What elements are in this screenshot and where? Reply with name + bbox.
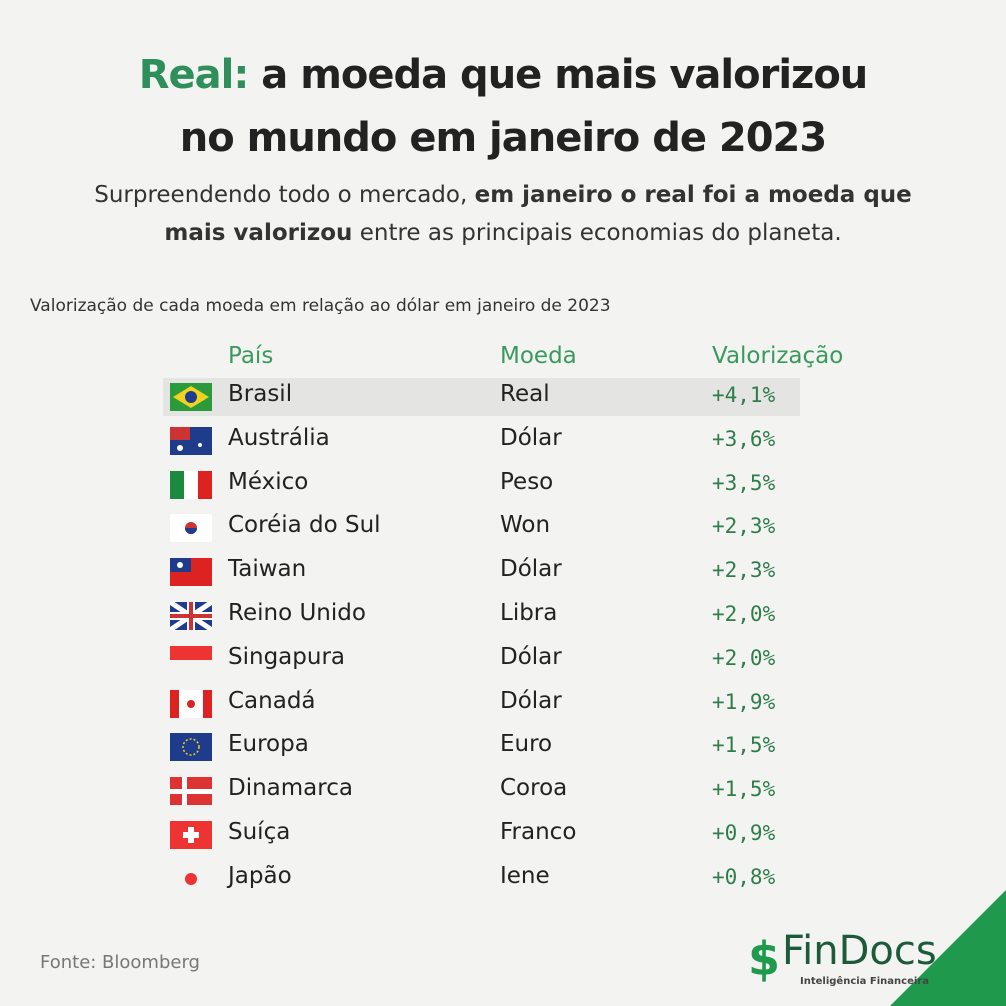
currency: Iene bbox=[500, 862, 550, 889]
svg-text:$: $ bbox=[748, 932, 780, 986]
country: Austrália bbox=[228, 424, 330, 451]
subtitle: Surpreendendo todo o mercado, em janeiro… bbox=[0, 182, 1006, 208]
country: Japão bbox=[228, 862, 292, 889]
currency: Euro bbox=[500, 731, 553, 758]
title-line: no mundo em janeiro de 2023 bbox=[179, 115, 827, 161]
currency: Peso bbox=[500, 468, 554, 495]
title-highlight: Real: bbox=[138, 52, 250, 98]
appreciation: +2,3% bbox=[712, 558, 776, 583]
flag-icon bbox=[170, 602, 212, 630]
country: Canadá bbox=[228, 687, 316, 714]
country: México bbox=[228, 468, 309, 495]
country: Singapura bbox=[228, 643, 345, 670]
appreciation: +1,9% bbox=[712, 689, 776, 714]
flag-icon bbox=[170, 470, 212, 499]
appreciation: +1,5% bbox=[712, 777, 776, 802]
country: Reino Unido bbox=[228, 600, 366, 626]
appreciation: +3,5% bbox=[712, 470, 776, 495]
currency: Dólar bbox=[500, 424, 562, 451]
currency: Libra bbox=[500, 600, 558, 626]
row-highlight bbox=[163, 378, 800, 416]
country: Dinamarca bbox=[228, 775, 353, 802]
flag-icon bbox=[170, 645, 212, 674]
flag-icon bbox=[170, 733, 212, 762]
subtitle-part: Surpreendendo todo o mercado, bbox=[94, 182, 475, 208]
flag-icon bbox=[170, 777, 212, 806]
appreciation: +3,6% bbox=[712, 426, 776, 451]
logo: FinDocs bbox=[782, 928, 937, 974]
flag-icon bbox=[170, 821, 212, 849]
subtitle-part: entre as principais economias do planeta… bbox=[352, 220, 842, 246]
currency: Franco bbox=[500, 819, 577, 845]
subtitle-part: em janeiro o real foi a moeda que bbox=[474, 182, 912, 208]
currency: Coroa bbox=[500, 775, 568, 802]
column-header: Moeda bbox=[500, 343, 577, 369]
table-caption: Valorização de cada moeda em relação ao … bbox=[30, 296, 611, 316]
currency: Dólar bbox=[500, 687, 562, 714]
flag-icon bbox=[185, 872, 197, 885]
currency: Dólar bbox=[500, 556, 562, 583]
country: Europa bbox=[228, 731, 309, 758]
appreciation: +1,5% bbox=[712, 733, 776, 758]
flag-icon bbox=[170, 558, 212, 587]
flag-icon bbox=[170, 514, 212, 543]
column-header: País bbox=[228, 343, 274, 369]
title-line: a moeda que mais valorizou bbox=[261, 52, 868, 98]
country: Coréia do Sul bbox=[228, 512, 381, 539]
flag-icon bbox=[170, 383, 212, 411]
appreciation: +2,0% bbox=[712, 645, 776, 670]
country: Suíça bbox=[228, 819, 291, 845]
appreciation: +4,1% bbox=[712, 383, 776, 407]
source: Fonte: Bloomberg bbox=[40, 952, 200, 973]
currency: Won bbox=[500, 512, 551, 539]
appreciation: +0,8% bbox=[712, 864, 776, 889]
currency: Dólar bbox=[500, 643, 562, 670]
country: Brasil bbox=[228, 381, 293, 407]
flag-icon bbox=[170, 689, 212, 718]
currency: Real bbox=[500, 381, 550, 407]
logo-tagline: Inteligência Financeira bbox=[800, 976, 929, 987]
subtitle-part: mais valorizou bbox=[164, 220, 353, 246]
subtitle: mais valorizou entre as principais econo… bbox=[0, 220, 1006, 246]
country: Taiwan bbox=[228, 556, 307, 583]
appreciation: +2,3% bbox=[712, 514, 776, 539]
flag-icon bbox=[170, 426, 212, 455]
title: Real: a moeda que mais valorizou bbox=[0, 52, 1006, 98]
appreciation: +0,9% bbox=[712, 821, 776, 845]
column-header: Valorização bbox=[712, 343, 844, 369]
appreciation: +2,0% bbox=[712, 602, 776, 626]
